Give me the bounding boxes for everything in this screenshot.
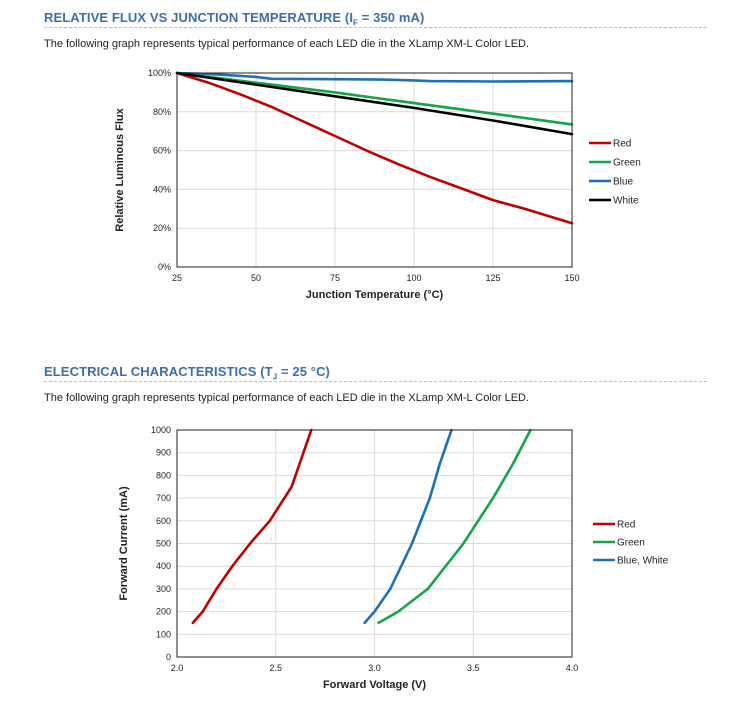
y-tick-label: 1000 xyxy=(151,425,171,435)
legend-label: Red xyxy=(613,139,631,150)
flux-vs-temperature-chart: 25 50 75 100 125 150 0% 20% 40% 60% 80% 100% Junctio… xyxy=(114,68,641,301)
section1-title-prefix: RELATIVE FLUX VS JUNCTION TEMPERATURE (I xyxy=(44,10,354,25)
section1-description: The following graph represents typical p… xyxy=(44,38,530,50)
plot-frame xyxy=(176,72,573,268)
y-tick-label: 300 xyxy=(156,584,171,594)
y-tick-label: 700 xyxy=(156,493,171,503)
section1-title-subscript: F xyxy=(353,18,359,28)
x-tick-label: 150 xyxy=(564,273,579,283)
x-tick-label: 3.5 xyxy=(467,663,480,673)
y-tick-label: 0 xyxy=(166,652,171,662)
y-tick-label: 800 xyxy=(156,470,171,480)
x-tick-label: 75 xyxy=(330,273,340,283)
y-axis-title: Forward Current (mA) xyxy=(118,486,130,601)
y-tick-label: 500 xyxy=(156,539,171,549)
section2-title-suffix: = 25 °C) xyxy=(277,364,330,379)
legend-label: Blue, White xyxy=(617,556,669,567)
section2-description: The following graph represents typical p… xyxy=(44,392,530,404)
legend-label: Blue xyxy=(613,177,633,188)
y-tick-label: 600 xyxy=(156,516,171,526)
y-tick-label: 0% xyxy=(158,262,171,272)
y-tick-label: 100 xyxy=(156,629,171,639)
series-line-white xyxy=(175,71,574,136)
y-axis-title: Relative Luminous Flux xyxy=(114,107,126,231)
plot-frame xyxy=(176,429,573,658)
y-tick-label: 900 xyxy=(156,448,171,458)
y-tick-label: 80% xyxy=(153,107,171,117)
legend-label: Green xyxy=(617,538,645,549)
y-tick-label: 400 xyxy=(156,561,171,571)
section2-title-subscript: J xyxy=(272,372,278,382)
x-tick-label: 100 xyxy=(406,273,421,283)
series-line-red xyxy=(175,71,574,225)
x-tick-label: 25 xyxy=(172,273,182,283)
x-axis-title: Forward Voltage (V) xyxy=(323,679,426,691)
series-line-green xyxy=(175,71,574,126)
x-tick-label: 2.0 xyxy=(171,663,184,673)
y-tick-label: 100% xyxy=(148,68,171,78)
x-tick-label: 2.5 xyxy=(269,663,282,673)
x-tick-label: 50 xyxy=(251,273,261,283)
section1-title-suffix: = 350 mA) xyxy=(358,10,425,25)
series-line-blue-white xyxy=(363,428,453,625)
x-tick-label: 125 xyxy=(485,273,500,283)
series-line-red xyxy=(191,428,313,625)
section2-divider xyxy=(44,381,707,382)
section2-title: ELECTRICAL CHARACTERISTICS (TJ = 25 °C) xyxy=(44,364,330,382)
series-line-green xyxy=(377,428,532,625)
legend-label: Green xyxy=(613,158,641,169)
y-tick-label: 40% xyxy=(153,184,171,194)
series-line-blue xyxy=(175,71,574,83)
forward-current-vs-voltage-chart: 2.0 2.5 3.0 3.5 4.0 0 100 200 300 400 500 600 700 800… xyxy=(118,425,669,691)
section2-title-prefix: ELECTRICAL CHARACTERISTICS (T xyxy=(44,364,273,379)
x-tick-label: 4.0 xyxy=(566,663,579,673)
x-tick-label: 3.0 xyxy=(368,663,381,673)
section1-divider xyxy=(44,27,707,28)
legend-label: White xyxy=(613,196,639,207)
y-tick-label: 20% xyxy=(153,223,171,233)
legend-label: Red xyxy=(617,520,635,531)
section1-title: RELATIVE FLUX VS JUNCTION TEMPERATURE (I… xyxy=(44,10,424,28)
y-tick-label: 60% xyxy=(153,146,171,156)
x-axis-title: Junction Temperature (°C) xyxy=(306,289,444,301)
y-tick-label: 200 xyxy=(156,607,171,617)
